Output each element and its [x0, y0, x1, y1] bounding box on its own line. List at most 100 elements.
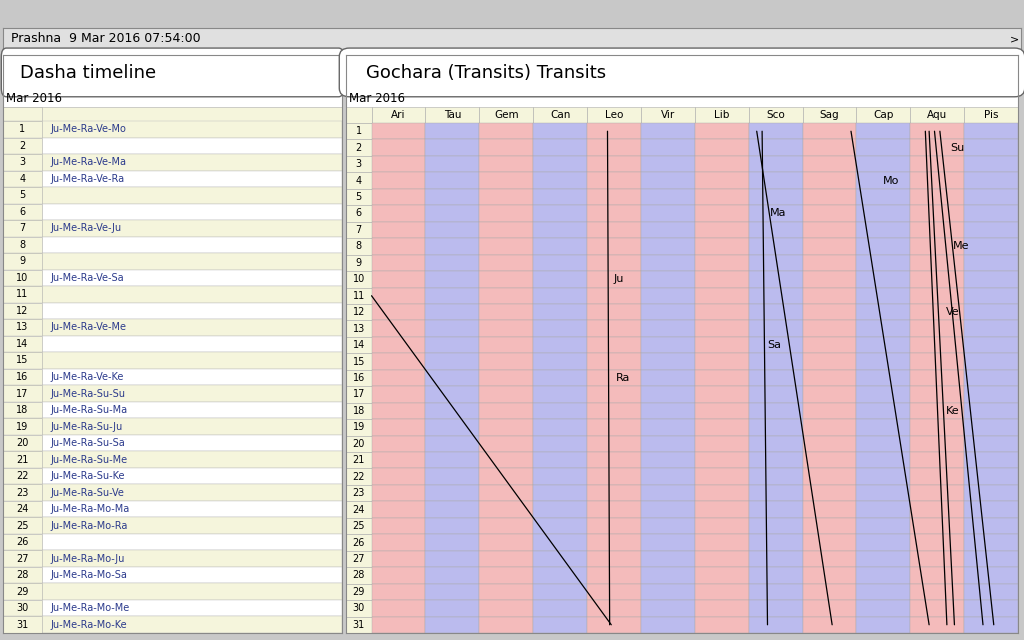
Bar	[3, 451, 42, 468]
Bar	[749, 386, 803, 403]
Bar	[856, 107, 910, 123]
Bar	[425, 518, 479, 534]
Bar	[856, 452, 910, 468]
Bar	[694, 287, 749, 304]
Bar	[965, 156, 1018, 172]
Bar	[346, 321, 372, 337]
Bar	[534, 600, 587, 616]
Bar	[346, 616, 372, 633]
Bar	[587, 189, 641, 205]
Bar	[3, 352, 342, 369]
Bar	[372, 386, 425, 403]
Bar	[479, 221, 534, 238]
Bar	[425, 255, 479, 271]
Text: Leo: Leo	[605, 110, 624, 120]
Bar	[641, 436, 694, 452]
Bar	[587, 452, 641, 468]
Text: Ju-Me-Ra-Su-Ju: Ju-Me-Ra-Su-Ju	[50, 422, 123, 431]
Bar	[910, 140, 965, 156]
Bar	[641, 205, 694, 221]
Bar	[803, 419, 856, 436]
Text: Ju-Me-Ra-Mo-Sa: Ju-Me-Ra-Mo-Sa	[50, 570, 127, 580]
Bar	[641, 337, 694, 353]
Bar	[479, 107, 534, 123]
Bar	[856, 485, 910, 501]
Text: Ju-Me-Ra-Ve-Mo: Ju-Me-Ra-Ve-Mo	[50, 124, 126, 134]
Bar	[3, 600, 342, 616]
Bar	[803, 123, 856, 140]
Bar	[856, 353, 910, 370]
Text: Ju: Ju	[614, 275, 625, 284]
Bar	[856, 221, 910, 238]
Bar	[3, 534, 342, 550]
Text: 16: 16	[16, 372, 29, 382]
Bar	[3, 616, 342, 633]
Bar	[3, 170, 42, 187]
Bar	[372, 271, 425, 287]
Bar	[346, 221, 372, 238]
Bar	[856, 271, 910, 287]
Bar	[479, 485, 534, 501]
Bar	[694, 534, 749, 551]
Bar	[587, 386, 641, 403]
Bar	[346, 534, 372, 551]
Bar	[346, 436, 372, 452]
Bar	[694, 205, 749, 221]
Bar	[3, 269, 42, 286]
Bar	[965, 501, 1018, 518]
Bar	[694, 567, 749, 584]
Bar	[425, 468, 479, 485]
Bar	[587, 221, 641, 238]
Text: 25: 25	[352, 521, 365, 531]
Bar	[479, 616, 534, 633]
Bar	[479, 370, 534, 386]
Text: Can: Can	[550, 110, 570, 120]
Bar	[346, 353, 372, 370]
Bar	[346, 255, 372, 271]
Text: 15: 15	[352, 356, 365, 367]
Bar	[910, 501, 965, 518]
Bar	[534, 205, 587, 221]
Bar	[479, 518, 534, 534]
Bar	[965, 205, 1018, 221]
Bar	[425, 485, 479, 501]
Bar	[372, 172, 425, 189]
Bar	[641, 485, 694, 501]
Bar	[372, 304, 425, 321]
Bar	[856, 255, 910, 271]
Text: 7: 7	[355, 225, 361, 235]
Bar	[425, 337, 479, 353]
Text: Vir: Vir	[660, 110, 675, 120]
Bar	[479, 386, 534, 403]
Bar	[749, 534, 803, 551]
Bar	[641, 107, 694, 123]
Text: Dasha timeline: Dasha timeline	[19, 64, 156, 82]
Bar	[641, 304, 694, 321]
Bar	[3, 253, 342, 269]
Bar	[3, 286, 42, 303]
Bar	[479, 238, 534, 255]
Bar	[3, 451, 342, 468]
Bar	[3, 121, 342, 138]
Bar	[587, 501, 641, 518]
Bar	[479, 468, 534, 485]
Bar	[749, 419, 803, 436]
Text: Ju-Me-Ra-Su-Su: Ju-Me-Ra-Su-Su	[50, 388, 126, 399]
Text: 22: 22	[16, 471, 29, 481]
Bar	[856, 518, 910, 534]
Bar	[3, 616, 42, 633]
Bar	[965, 518, 1018, 534]
Text: Ju-Me-Ra-Ve-Ke: Ju-Me-Ra-Ve-Ke	[50, 372, 124, 382]
Bar	[749, 403, 803, 419]
Bar	[749, 468, 803, 485]
Bar	[587, 353, 641, 370]
Bar	[965, 551, 1018, 567]
Bar	[425, 616, 479, 633]
Bar	[346, 452, 372, 468]
Text: 19: 19	[16, 422, 29, 431]
Bar	[641, 386, 694, 403]
Bar	[425, 287, 479, 304]
Bar	[641, 370, 694, 386]
Bar	[965, 468, 1018, 485]
Bar	[856, 304, 910, 321]
